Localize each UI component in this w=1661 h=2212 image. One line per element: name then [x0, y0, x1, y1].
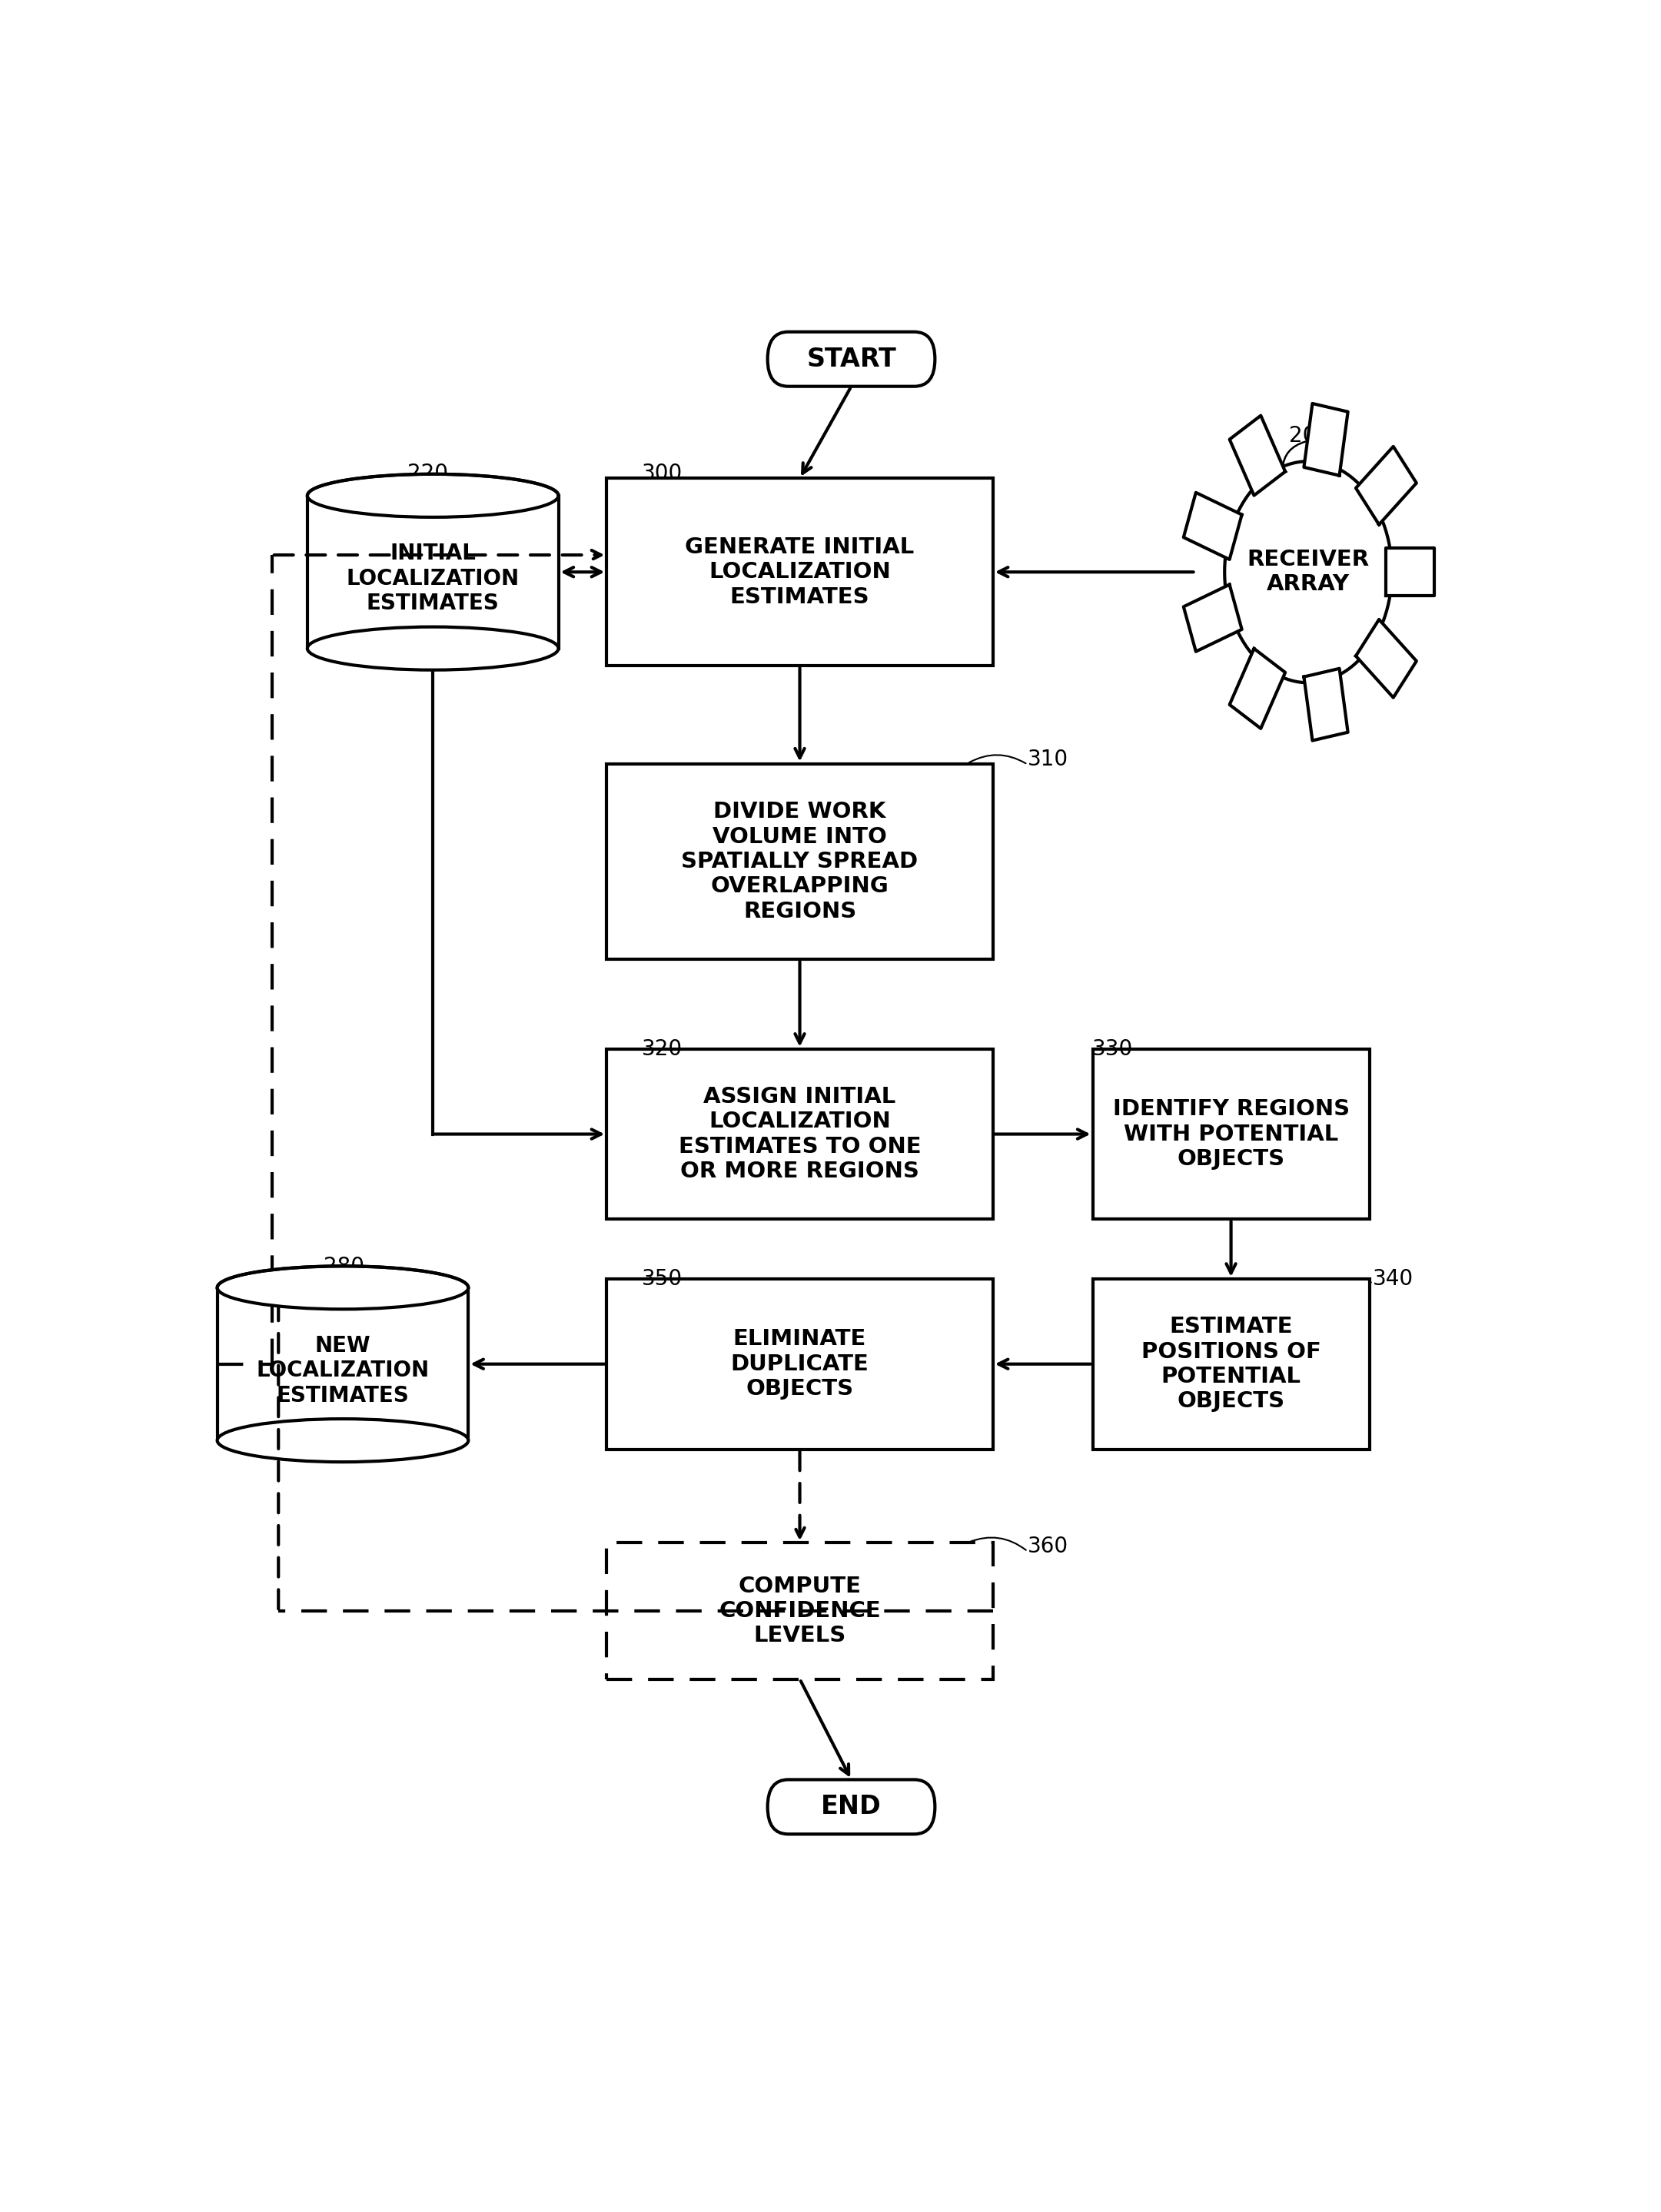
Text: DIVIDE WORK
VOLUME INTO
SPATIALLY SPREAD
OVERLAPPING
REGIONS: DIVIDE WORK VOLUME INTO SPATIALLY SPREAD…	[681, 801, 919, 922]
Text: 220: 220	[407, 462, 448, 484]
Ellipse shape	[218, 1265, 468, 1310]
Ellipse shape	[218, 1418, 468, 1462]
Text: 360: 360	[1028, 1535, 1068, 1557]
Polygon shape	[1184, 493, 1242, 560]
Polygon shape	[1355, 447, 1417, 524]
Text: INITIAL
LOCALIZATION
ESTIMATES: INITIAL LOCALIZATION ESTIMATES	[347, 542, 520, 615]
Bar	[606, 1048, 993, 1219]
Polygon shape	[1304, 668, 1347, 741]
Text: GENERATE INITIAL
LOCALIZATION
ESTIMATES: GENERATE INITIAL LOCALIZATION ESTIMATES	[684, 535, 915, 608]
Text: 350: 350	[641, 1267, 683, 1290]
Text: ASSIGN INITIAL
LOCALIZATION
ESTIMATES TO ONE
OR MORE REGIONS: ASSIGN INITIAL LOCALIZATION ESTIMATES TO…	[678, 1086, 922, 1181]
Polygon shape	[1385, 549, 1435, 595]
Bar	[218, 1287, 468, 1440]
Text: ELIMINATE
DUPLICATE
OBJECTS: ELIMINATE DUPLICATE OBJECTS	[731, 1329, 869, 1400]
Text: END: END	[821, 1794, 882, 1820]
Bar	[606, 1279, 993, 1449]
Text: 330: 330	[1091, 1037, 1133, 1060]
Text: 340: 340	[1372, 1267, 1414, 1290]
Bar	[1093, 1279, 1369, 1449]
Text: NEW
LOCALIZATION
ESTIMATES: NEW LOCALIZATION ESTIMATES	[256, 1334, 429, 1407]
FancyBboxPatch shape	[767, 332, 935, 387]
FancyBboxPatch shape	[767, 1781, 935, 1834]
Text: COMPUTE
CONFIDENCE
LEVELS: COMPUTE CONFIDENCE LEVELS	[719, 1575, 880, 1646]
Bar	[1093, 1048, 1369, 1219]
Polygon shape	[1229, 648, 1286, 728]
Polygon shape	[1229, 416, 1286, 495]
Text: 200: 200	[1289, 425, 1330, 447]
Text: RECEIVER
ARRAY: RECEIVER ARRAY	[1247, 549, 1369, 595]
Bar	[606, 763, 993, 960]
Polygon shape	[1224, 462, 1392, 684]
Text: ESTIMATE
POSITIONS OF
POTENTIAL
OBJECTS: ESTIMATE POSITIONS OF POTENTIAL OBJECTS	[1141, 1316, 1320, 1411]
Bar	[606, 478, 993, 666]
Polygon shape	[1355, 619, 1417, 697]
Bar	[606, 1544, 993, 1679]
Text: START: START	[806, 347, 897, 372]
Ellipse shape	[307, 626, 558, 670]
Polygon shape	[1184, 584, 1242, 653]
Text: 320: 320	[641, 1037, 683, 1060]
Ellipse shape	[307, 473, 558, 518]
Text: IDENTIFY REGIONS
WITH POTENTIAL
OBJECTS: IDENTIFY REGIONS WITH POTENTIAL OBJECTS	[1113, 1099, 1349, 1170]
Text: 300: 300	[641, 462, 683, 484]
Text: 310: 310	[1028, 748, 1068, 770]
Bar	[307, 495, 558, 648]
Text: 280: 280	[324, 1256, 364, 1279]
Polygon shape	[1304, 403, 1347, 476]
